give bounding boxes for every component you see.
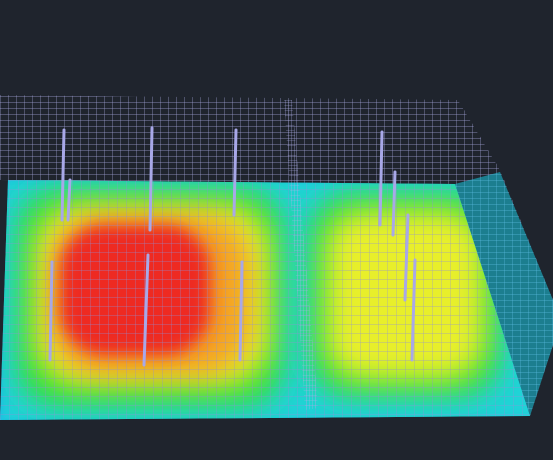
post — [232, 128, 244, 362]
wireframe-box — [0, 95, 553, 416]
wire-posts — [48, 126, 417, 367]
post — [378, 130, 417, 362]
floor-side — [455, 172, 553, 416]
post — [48, 128, 72, 362]
divider-wall — [284, 100, 318, 410]
post — [142, 126, 154, 367]
heat-floor — [0, 180, 530, 420]
